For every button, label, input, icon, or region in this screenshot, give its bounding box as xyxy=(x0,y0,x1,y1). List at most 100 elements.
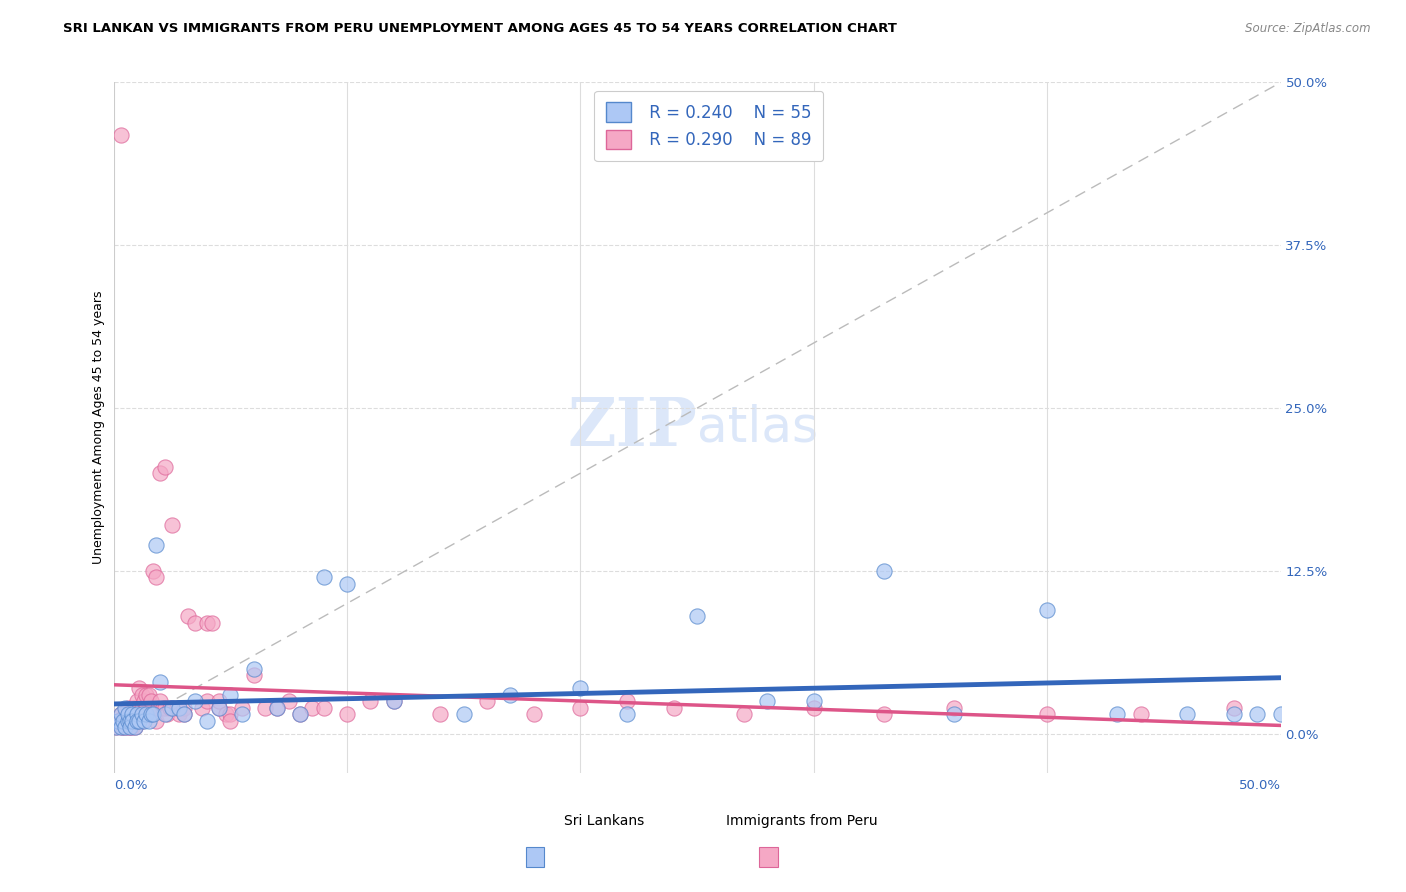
Point xyxy=(1036,603,1059,617)
Point xyxy=(149,674,172,689)
Point xyxy=(290,707,312,722)
Point xyxy=(114,720,136,734)
Point xyxy=(132,707,155,722)
Point xyxy=(131,688,153,702)
Point xyxy=(139,694,162,708)
Point xyxy=(110,707,132,722)
Point xyxy=(803,694,825,708)
Point xyxy=(167,707,190,722)
Point xyxy=(111,714,134,728)
Point xyxy=(191,700,214,714)
Text: 50.0%: 50.0% xyxy=(1239,780,1281,792)
Point xyxy=(114,707,136,722)
Point xyxy=(208,700,231,714)
Point xyxy=(1107,707,1129,722)
Point xyxy=(177,609,200,624)
Text: 0.0%: 0.0% xyxy=(114,780,148,792)
Point xyxy=(312,700,335,714)
Point xyxy=(201,615,224,630)
Point xyxy=(184,694,207,708)
Point xyxy=(138,714,160,728)
FancyBboxPatch shape xyxy=(759,847,778,867)
Point xyxy=(125,707,148,722)
Point xyxy=(117,707,139,722)
Point xyxy=(382,694,405,708)
Point xyxy=(153,707,176,722)
Point xyxy=(110,720,132,734)
Point xyxy=(266,700,288,714)
Point xyxy=(1175,707,1198,722)
Point xyxy=(160,700,183,714)
Point xyxy=(686,609,709,624)
Point xyxy=(107,714,129,728)
Point xyxy=(159,700,181,714)
Y-axis label: Unemployment Among Ages 45 to 54 years: Unemployment Among Ages 45 to 54 years xyxy=(93,291,105,565)
Point xyxy=(107,714,129,728)
Point xyxy=(118,707,141,722)
Point xyxy=(242,668,264,682)
Point xyxy=(1036,707,1059,722)
Point xyxy=(569,681,592,695)
Point xyxy=(142,564,165,578)
Point xyxy=(110,707,132,722)
Point xyxy=(132,694,155,708)
Point xyxy=(128,714,150,728)
Legend:  R = 0.240    N = 55,  R = 0.290    N = 89: R = 0.240 N = 55, R = 0.290 N = 89 xyxy=(595,91,824,161)
Point xyxy=(135,700,157,714)
Point xyxy=(160,700,183,714)
Point xyxy=(114,700,136,714)
Point xyxy=(873,707,896,722)
Point xyxy=(160,518,183,533)
Point xyxy=(336,577,359,591)
Point xyxy=(125,714,148,728)
Point xyxy=(149,466,172,480)
Text: SRI LANKAN VS IMMIGRANTS FROM PERU UNEMPLOYMENT AMONG AGES 45 TO 54 YEARS CORREL: SRI LANKAN VS IMMIGRANTS FROM PERU UNEMP… xyxy=(63,22,897,36)
Point xyxy=(105,720,128,734)
Point xyxy=(359,694,381,708)
Point xyxy=(145,538,167,552)
Point xyxy=(208,700,231,714)
Point xyxy=(942,700,965,714)
Point xyxy=(382,694,405,708)
Point xyxy=(132,714,155,728)
Point xyxy=(301,700,323,714)
Point xyxy=(121,707,143,722)
Point xyxy=(124,720,146,734)
Point xyxy=(153,700,176,714)
Point xyxy=(128,681,150,695)
Point xyxy=(733,707,755,722)
Point xyxy=(167,700,190,714)
Point xyxy=(128,707,150,722)
Point xyxy=(231,707,253,722)
Point xyxy=(139,707,162,722)
Point xyxy=(111,714,134,728)
Point xyxy=(124,700,146,714)
Point xyxy=(118,720,141,734)
Point xyxy=(145,570,167,584)
Point xyxy=(138,707,160,722)
Point xyxy=(121,700,143,714)
Point xyxy=(523,707,546,722)
Text: ZIP: ZIP xyxy=(568,395,697,460)
Point xyxy=(121,707,143,722)
Point xyxy=(125,694,148,708)
Point xyxy=(475,694,498,708)
Point xyxy=(149,694,172,708)
Point xyxy=(1129,707,1152,722)
Point xyxy=(173,707,195,722)
Point xyxy=(219,688,242,702)
Point xyxy=(453,707,475,722)
Text: atlas: atlas xyxy=(697,403,818,451)
Point xyxy=(242,661,264,675)
Point xyxy=(266,700,288,714)
Point xyxy=(195,714,218,728)
Point xyxy=(105,720,128,734)
Point xyxy=(146,700,169,714)
Point xyxy=(499,688,522,702)
Point xyxy=(153,459,176,474)
Point xyxy=(135,688,157,702)
Point xyxy=(219,707,242,722)
Point xyxy=(1246,707,1268,722)
Point xyxy=(290,707,312,722)
Point xyxy=(208,694,231,708)
